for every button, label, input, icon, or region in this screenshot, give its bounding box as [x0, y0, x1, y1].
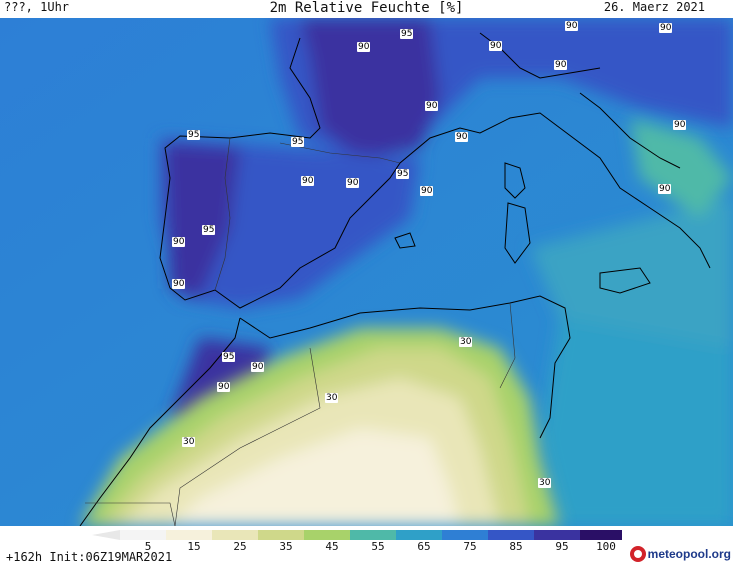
isoline-label: 30 [325, 393, 339, 403]
isoline-label: 95 [291, 137, 305, 147]
isoline-label: 90 [172, 279, 186, 289]
isoline-label: 30 [459, 337, 473, 347]
colorbar-segment [442, 530, 488, 540]
isoline-label: 90 [673, 120, 687, 130]
isoline-label: 90 [554, 60, 568, 70]
header: ???, 1Uhr 2m Relative Feuchte [%] 26. Ma… [0, 0, 733, 18]
isoline-label: 90 [217, 382, 231, 392]
isoline-label: 30 [182, 437, 196, 447]
color-legend: 5 15 25 35 45 55 65 75 85 95 100 +162h I… [0, 526, 733, 566]
isoline-label: 90 [565, 21, 579, 31]
isoline-label: 90 [658, 184, 672, 194]
map-canvas [0, 18, 733, 526]
legend-tick: 95 [555, 540, 569, 553]
legend-tick: 85 [509, 540, 523, 553]
isoline-label: 90 [455, 132, 469, 142]
dry-areas [80, 328, 560, 526]
logo-text: meteopool.org [647, 547, 731, 561]
isoline-label: 30 [538, 478, 552, 488]
humidity-map: 90 95 90 90 90 90 90 95 95 90 90 95 90 9… [0, 18, 733, 526]
colorbar-segment [488, 530, 534, 540]
colorbar [92, 530, 622, 540]
run-info: +162h Init:06Z19MAR2021 [6, 550, 173, 564]
legend-tick: 55 [371, 540, 385, 553]
colorbar-segment [120, 530, 166, 540]
colorbar-segment [212, 530, 258, 540]
isoline-label: 95 [222, 352, 236, 362]
isoline-label: 95 [202, 225, 216, 235]
medium-humidity-areas [530, 118, 733, 526]
colorbar-segment [534, 530, 580, 540]
isoline-label: 90 [659, 23, 673, 33]
isoline-label: 95 [187, 130, 201, 140]
logo-icon [629, 546, 646, 562]
colorbar-segment [396, 530, 442, 540]
isoline-label: 90 [357, 42, 371, 52]
isoline-label: 90 [420, 186, 434, 196]
isoline-label: 95 [400, 29, 414, 39]
forecast-date: 26. Maerz 2021 [603, 0, 705, 14]
legend-tick: 100 [596, 540, 616, 553]
isoline-label: 90 [425, 101, 439, 111]
legend-tick: 75 [463, 540, 477, 553]
isoline-label: 90 [489, 41, 503, 51]
colorbar-segment [350, 530, 396, 540]
isoline-label: 95 [396, 169, 410, 179]
isoline-label: 90 [301, 176, 315, 186]
forecast-time-label: ???, 1Uhr [4, 0, 70, 14]
legend-tick: 45 [325, 540, 339, 553]
meteopool-logo[interactable]: meteopool.org [629, 545, 731, 563]
legend-tick: 65 [417, 540, 431, 553]
legend-tick: 35 [279, 540, 293, 553]
legend-tick: 5 [144, 540, 152, 553]
isoline-label: 90 [346, 178, 360, 188]
isoline-label: 90 [251, 362, 265, 372]
colorbar-segment [166, 530, 212, 540]
map-title: 2m Relative Feuchte [%] [269, 0, 464, 16]
colorbar-segment [304, 530, 350, 540]
legend-tick: 25 [233, 540, 247, 553]
legend-tick: 15 [187, 540, 201, 553]
isoline-label: 90 [172, 237, 186, 247]
colorbar-segment [580, 530, 622, 540]
colorbar-arrow-low [92, 530, 120, 540]
colorbar-segment [258, 530, 304, 540]
borders [85, 137, 516, 526]
